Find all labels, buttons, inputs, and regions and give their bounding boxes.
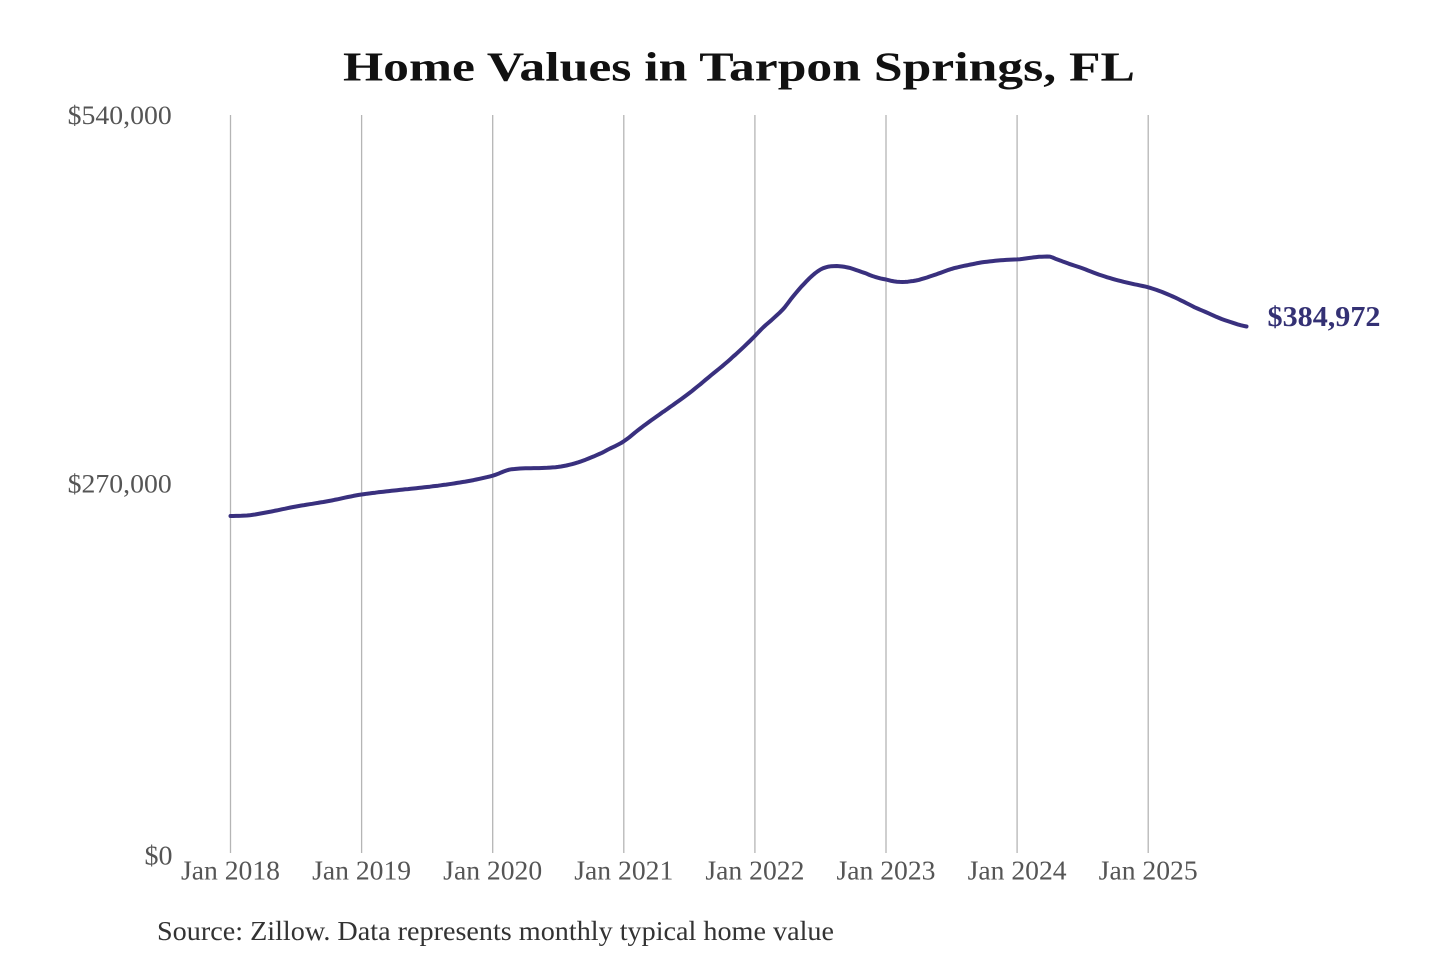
svg-text:Jan 2018: Jan 2018 [181,855,280,885]
svg-text:Jan 2024: Jan 2024 [968,855,1068,885]
svg-text:$0: $0 [145,840,173,870]
svg-text:Home Values in Tarpon Springs,: Home Values in Tarpon Springs, FL [343,44,1135,90]
svg-text:Jan 2019: Jan 2019 [312,855,411,885]
svg-text:$384,972: $384,972 [1268,302,1381,333]
svg-text:Jan 2022: Jan 2022 [705,855,804,885]
svg-text:Source: Zillow. Data represent: Source: Zillow. Data represents monthly … [157,916,834,946]
svg-text:Jan 2023: Jan 2023 [837,855,936,885]
svg-text:$270,000: $270,000 [68,470,172,499]
svg-text:Jan 2021: Jan 2021 [574,855,673,885]
svg-text:Jan 2020: Jan 2020 [443,855,542,885]
svg-text:$540,000: $540,000 [68,101,172,130]
svg-text:Jan 2025: Jan 2025 [1099,855,1198,885]
